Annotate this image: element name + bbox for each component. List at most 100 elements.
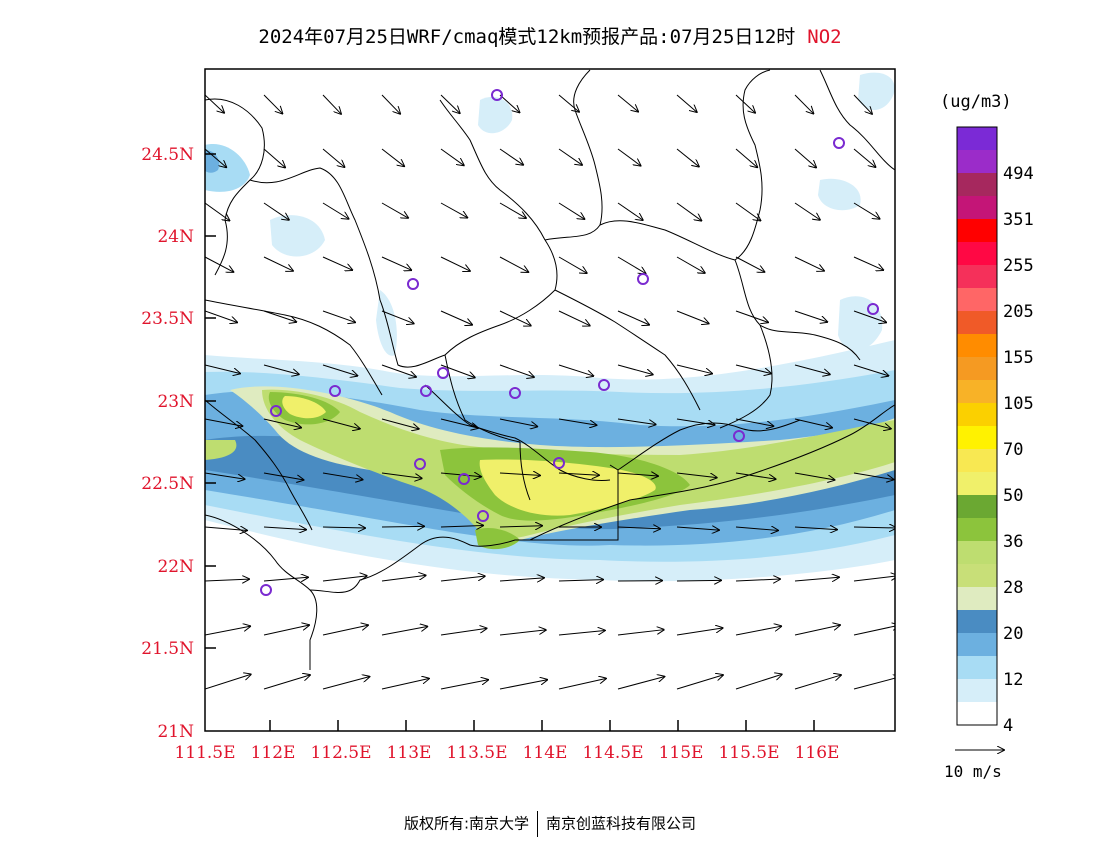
wind-arrow: [205, 256, 233, 272]
wind-arrow: [794, 472, 834, 480]
wind-arrow: [735, 472, 776, 479]
wind-arrow: [735, 148, 757, 167]
colorbar-swatch: [957, 495, 997, 518]
wind-arrow: [205, 527, 247, 530]
wind-arrow: [263, 148, 285, 167]
lon-label: 112.5E: [310, 743, 371, 763]
wind-arrow: [735, 626, 781, 636]
wind-arrow: [558, 310, 590, 326]
axis-ticks: [205, 153, 815, 731]
wind-arrow: [322, 310, 355, 322]
wind-arrow: [676, 675, 723, 690]
wind-arrow: [794, 577, 839, 581]
wind-arrow: [735, 310, 768, 322]
wind-arrow: [381, 202, 408, 218]
colorbar-swatch: [957, 610, 997, 633]
wind-arrow: [499, 364, 534, 377]
wind-arrow: [381, 526, 424, 527]
wind-arrow: [322, 202, 349, 219]
lat-label: 22N: [157, 557, 194, 577]
wind-arrow: [322, 677, 369, 690]
wind-arrow: [499, 310, 531, 326]
wind-arrow: [794, 418, 832, 428]
colorbar-swatch: [957, 449, 997, 472]
wind-arrow: [440, 310, 472, 325]
wind-arrow: [794, 675, 841, 690]
lon-label: 111.5E: [174, 743, 235, 763]
copyright-footer: 版权所有:南京大学 南京创蓝科技有限公司: [0, 811, 1100, 837]
wind-arrow: [676, 418, 715, 425]
wind-arrow: [794, 310, 827, 322]
wind-arrow: [676, 202, 701, 221]
chart-title: 2024年07月25日WRF/cmaq模式12km预报产品:07月25日12时 N…: [0, 22, 1100, 49]
wind-arrow: [676, 256, 705, 273]
copyright-owner: 版权所有:南京大学: [403, 814, 530, 833]
colorbar-frame: [956, 126, 998, 726]
wind-arrow: [205, 310, 237, 322]
copyright-company: 南京创蓝科技有限公司: [546, 814, 697, 833]
colorbar-label: 36: [1003, 532, 1023, 552]
longitude-labels: 111.5E 112E 112.5E 113E 113.5E 114E 114.…: [174, 743, 839, 763]
wind-arrow: [440, 202, 467, 218]
lon-label: 115.5E: [718, 743, 779, 763]
wind-arrow: [794, 527, 837, 530]
wind-arrow: [853, 472, 893, 480]
wind-arrow: [676, 580, 721, 581]
lon-label: 114E: [523, 743, 568, 763]
wind-arrow: [205, 94, 224, 113]
colorbar-swatch: [957, 472, 997, 495]
lat-label: 22.5N: [141, 474, 194, 494]
wind-arrow: [263, 310, 296, 322]
wind-arrow: [205, 626, 250, 636]
lon-label: 113.5E: [446, 743, 507, 763]
wind-arrow: [205, 148, 226, 167]
colorbar-swatch: [957, 426, 997, 449]
wind-arrow: [440, 628, 487, 636]
colorbar-label: 12: [1003, 670, 1023, 690]
wind-arrow: [617, 364, 653, 375]
wind-arrow: [205, 418, 242, 426]
wind-arrow: [499, 148, 523, 165]
wind-arrow: [322, 364, 357, 376]
title-text: 2024年07月25日WRF/cmaq模式12km预报产品:07月25日12时: [258, 26, 796, 48]
wind-arrow: [853, 576, 895, 582]
colorbar-label: 494: [1003, 164, 1034, 184]
colorbar-swatch: [957, 702, 997, 725]
wind-arrow: [499, 256, 528, 272]
lat-label: 24.5N: [141, 145, 194, 165]
lon-label: 115E: [659, 743, 704, 763]
wind-arrow: [853, 418, 891, 429]
wind-arrow: [205, 579, 249, 581]
wind-arrow: [322, 418, 360, 429]
wind-arrow: [205, 674, 251, 690]
wind-arrow: [794, 625, 840, 636]
wind-arrow: [263, 472, 303, 480]
wind-arrow: [499, 578, 544, 581]
colorbar-label: 28: [1003, 578, 1023, 598]
wind-arrow: [381, 575, 426, 582]
colorbar-swatch: [957, 173, 997, 196]
plot-frame: [204, 68, 896, 732]
wind-arrow: [381, 626, 427, 636]
lon-label: 113E: [387, 743, 432, 763]
wind-arrow: [853, 202, 880, 219]
species-label: NO2: [807, 26, 842, 48]
colorbar-swatch: [957, 150, 997, 173]
lat-label: 23.5N: [141, 309, 194, 329]
no2-concentration-field: [205, 72, 895, 582]
footer-separator: [537, 811, 539, 837]
wind-arrow: [617, 527, 660, 529]
wind-arrow: [322, 527, 365, 528]
wind-arrow: [263, 625, 309, 636]
colorbar-swatch: [957, 518, 997, 541]
monitoring-site-markers: [260, 89, 879, 596]
lon-label: 116E: [795, 743, 840, 763]
lat-label: 24N: [157, 227, 194, 247]
wind-arrow: [853, 364, 888, 376]
wind-arrow: [322, 148, 344, 167]
wind-arrow: [263, 675, 310, 690]
colorbar-swatch: [957, 219, 997, 242]
colorbar-swatch: [957, 357, 997, 380]
wind-arrow: [676, 364, 712, 374]
wind-arrow: [676, 94, 697, 112]
